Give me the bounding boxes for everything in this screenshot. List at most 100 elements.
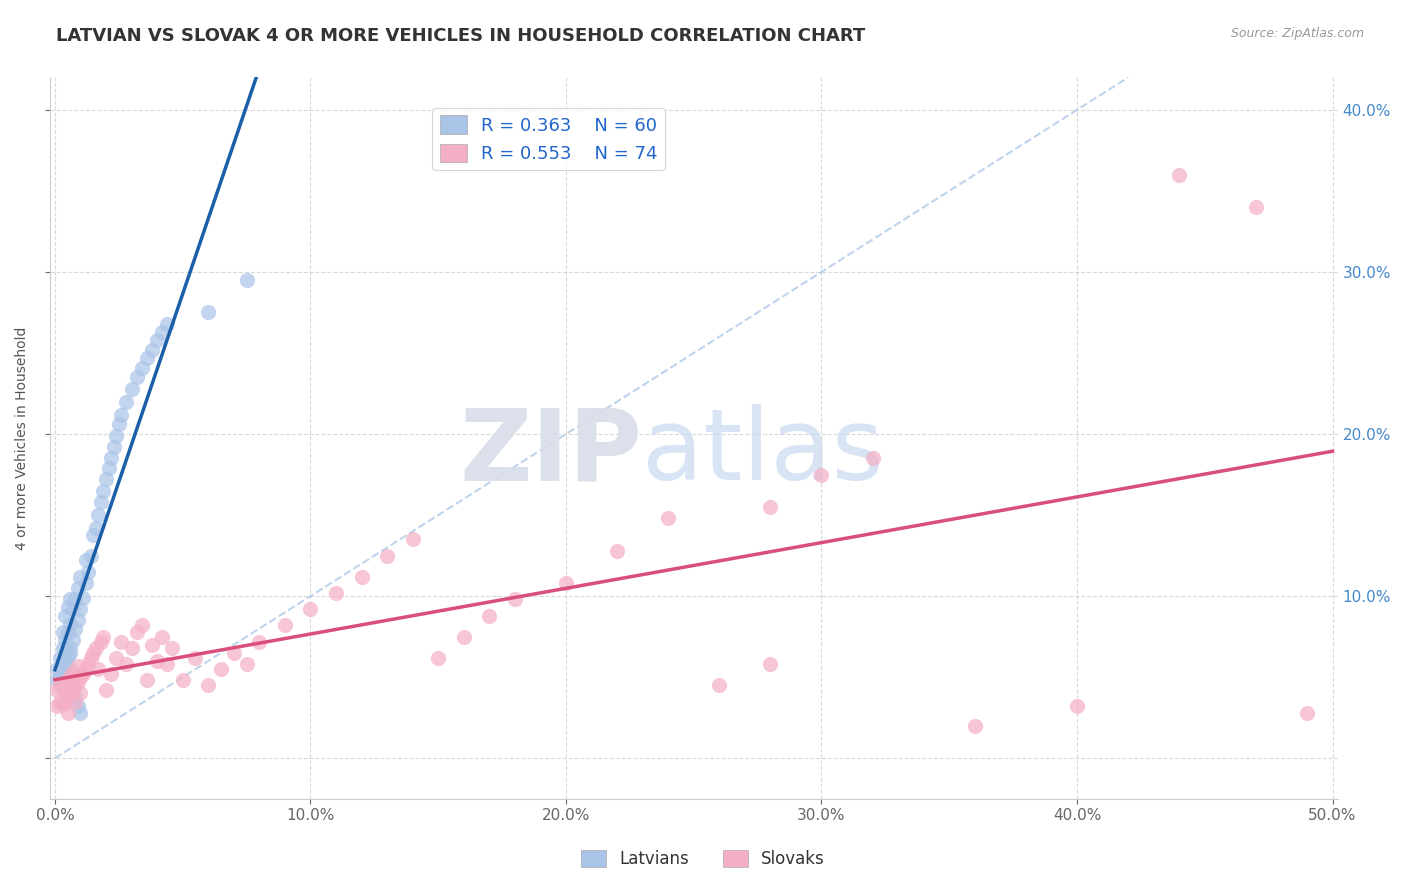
Point (53, 694, 76, 708)
Point (97, 461, 120, 475)
Text: ZIP: ZIP (460, 404, 643, 501)
Point (65, 592, 87, 607)
Point (503, 592, 526, 607)
Point (59, 616, 82, 631)
Point (53, 667, 76, 681)
Point (100, 667, 122, 681)
Point (66, 699, 89, 714)
Point (759, 500, 782, 514)
Text: Source: ZipAtlas.com: Source: ZipAtlas.com (1230, 27, 1364, 40)
Point (62, 683, 84, 698)
Point (82, 646, 104, 660)
Point (56, 706, 79, 720)
Point (75, 662, 97, 676)
Point (49, 694, 72, 708)
Point (46, 673, 69, 688)
Point (131, 360, 153, 375)
Point (1168, 168, 1191, 182)
Text: atlas: atlas (643, 404, 884, 501)
Point (136, 673, 159, 688)
Point (150, 325, 173, 339)
Point (657, 511, 679, 525)
Point (52, 662, 75, 676)
Point (1066, 699, 1088, 714)
Point (59, 640, 82, 655)
Point (69, 670, 91, 684)
Point (402, 533, 425, 547)
Point (69, 602, 91, 616)
Point (94, 472, 117, 486)
Point (810, 467, 832, 482)
Point (555, 576, 578, 591)
Point (87, 662, 110, 676)
Text: LATVIAN VS SLOVAK 4 OR MORE VEHICLES IN HOUSEHOLD CORRELATION CHART: LATVIAN VS SLOVAK 4 OR MORE VEHICLES IN … (56, 27, 866, 45)
Point (46, 662, 69, 676)
Point (75, 553, 97, 567)
Point (1296, 706, 1319, 720)
Point (100, 451, 122, 466)
Point (69, 706, 91, 720)
Legend: Latvians, Slovaks: Latvians, Slovaks (575, 843, 831, 875)
Point (1244, 200, 1267, 214)
Point (62, 665, 84, 680)
Point (150, 630, 173, 644)
Point (46, 699, 69, 714)
Point (90, 634, 112, 648)
Point (75, 576, 97, 591)
Point (862, 451, 884, 466)
Point (56, 673, 79, 688)
Point (197, 305, 219, 319)
Point (709, 678, 731, 692)
Point (222, 646, 245, 660)
Point (52, 640, 75, 655)
Point (69, 570, 91, 584)
Point (62, 683, 84, 698)
Point (108, 417, 131, 432)
Point (110, 634, 132, 648)
Point (350, 570, 373, 584)
Point (172, 673, 194, 688)
Point (103, 440, 125, 454)
Point (69, 686, 91, 700)
Point (59, 646, 82, 660)
Point (115, 394, 138, 409)
Point (52, 698, 75, 712)
Point (80, 650, 103, 665)
Point (65, 622, 87, 636)
Point (52, 624, 75, 639)
Point (235, 273, 257, 287)
Point (59, 686, 82, 700)
Point (247, 634, 270, 648)
Point (80, 549, 103, 563)
Point (94, 683, 117, 698)
Point (56, 657, 79, 672)
Point (65, 694, 87, 708)
Point (53, 654, 76, 668)
Point (146, 654, 169, 668)
Point (84, 521, 107, 535)
Point (87, 508, 110, 522)
Point (56, 600, 79, 615)
Point (121, 640, 143, 655)
Point (72, 591, 94, 605)
Point (325, 586, 347, 600)
Point (274, 618, 297, 632)
Point (82, 527, 104, 541)
Point (90, 495, 112, 509)
Point (759, 657, 782, 672)
Point (162, 640, 184, 655)
Point (197, 678, 219, 692)
Point (141, 638, 163, 652)
Point (53, 632, 76, 647)
Point (105, 650, 128, 665)
Point (52, 678, 75, 692)
Point (66, 581, 89, 595)
Legend: R = 0.363    N = 60, R = 0.553    N = 74: R = 0.363 N = 60, R = 0.553 N = 74 (432, 108, 665, 170)
Point (125, 624, 148, 639)
Point (49, 650, 72, 665)
Point (56, 649, 79, 664)
Point (77, 657, 100, 672)
Point (115, 657, 138, 672)
Point (62, 602, 84, 616)
Point (125, 370, 148, 384)
